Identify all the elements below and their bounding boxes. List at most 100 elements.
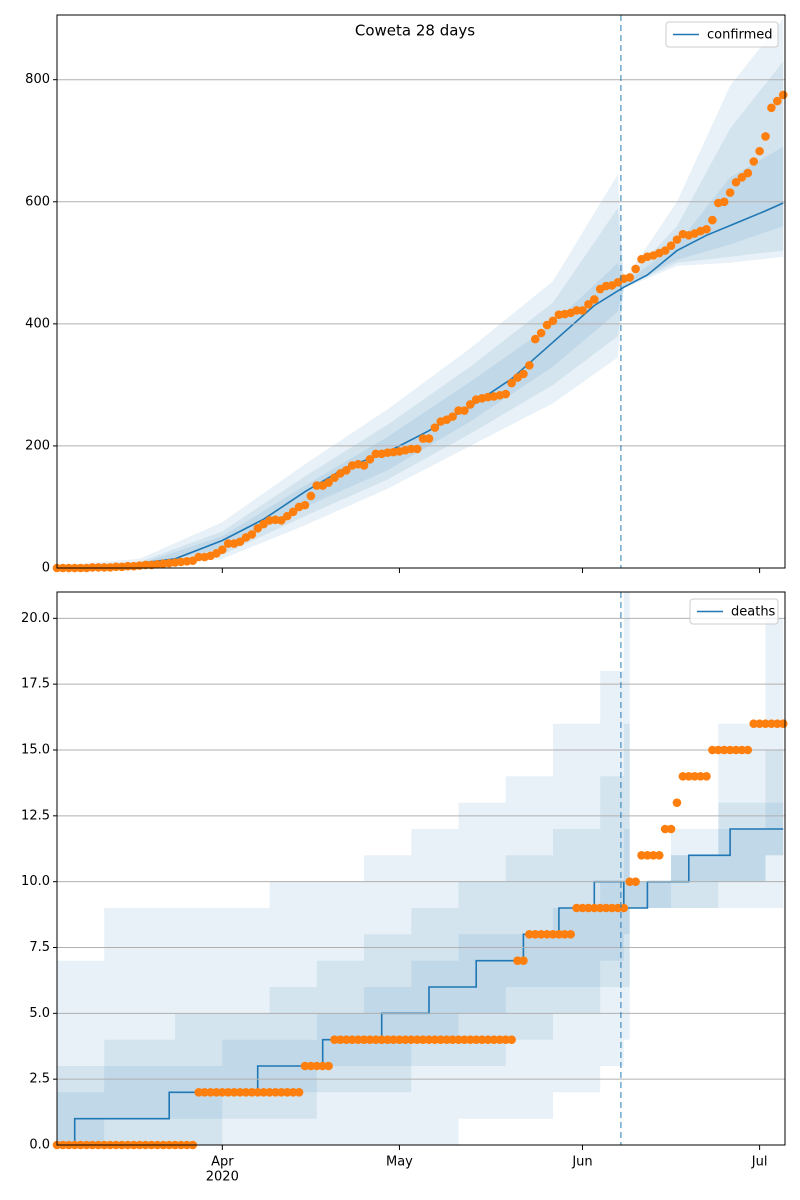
observed-point [99, 563, 109, 572]
y-tick-label: 20.0 [21, 611, 50, 626]
y-tick-label: 7.5 [29, 940, 50, 955]
observed-point [200, 1088, 209, 1097]
observed-point [501, 1035, 511, 1044]
y-tick-label: 12.5 [21, 808, 50, 823]
observed-point [725, 188, 735, 197]
observed-point [418, 1035, 428, 1044]
observed-point [525, 361, 534, 370]
observed-point [412, 444, 422, 454]
observed-point [542, 320, 552, 330]
observed-point [589, 903, 599, 913]
y-tick-label: 400 [25, 316, 50, 331]
model-line [57, 202, 784, 568]
confidence-band [57, 592, 784, 1145]
observed-point [660, 824, 670, 834]
x-tick-label: Jul [751, 1155, 768, 1170]
observed-point [530, 930, 540, 939]
observed-point [288, 507, 298, 517]
observed-point [235, 537, 245, 547]
observed-point [489, 1035, 499, 1044]
observed-point [513, 956, 522, 965]
observed-point [194, 1088, 204, 1097]
observed-point [773, 719, 782, 728]
observed-point [495, 1035, 505, 1044]
observed-point [412, 1035, 422, 1044]
observed-point [578, 306, 587, 315]
observed-point [477, 1035, 487, 1044]
observed-point [448, 412, 457, 421]
observed-point [111, 562, 121, 572]
observed-point [294, 1088, 304, 1097]
observed-point [672, 798, 682, 807]
observed-point [371, 1035, 381, 1044]
observed-point [247, 1088, 257, 1097]
observed-point [259, 1088, 268, 1097]
observed-point [560, 930, 570, 939]
observed-point [554, 930, 564, 939]
observed-point [253, 524, 263, 533]
y-tick-label: 200 [25, 438, 50, 453]
y-tick-label: 17.5 [21, 677, 50, 692]
observed-point [660, 246, 670, 255]
observed-point [507, 378, 516, 388]
observed-point [702, 772, 711, 781]
plot-area [57, 18, 784, 568]
observed-point [206, 1088, 215, 1097]
observed-point [282, 511, 292, 521]
observed-point [371, 449, 381, 459]
axes-frame [56, 14, 786, 569]
observed-point [649, 851, 658, 860]
observed-point [536, 930, 546, 939]
observed-point [536, 328, 546, 338]
observed-point [330, 1035, 339, 1044]
observed-point [702, 224, 711, 234]
observed-point [719, 197, 729, 207]
chart-title: Coweta 28 days [355, 22, 475, 40]
observed-point [347, 1035, 357, 1044]
observed-point [442, 1035, 451, 1044]
confidence-band [57, 776, 784, 1145]
observed-point [241, 1088, 251, 1097]
observed-point [584, 300, 593, 309]
observed-point [424, 1035, 434, 1044]
observed-point [613, 903, 623, 913]
observed-point [265, 1088, 274, 1097]
y-tick-label: 2.5 [29, 1072, 50, 1087]
observed-point [566, 930, 575, 939]
observed-point [88, 563, 97, 572]
observed-point [595, 903, 605, 913]
observed-point [666, 824, 676, 834]
observed-point [212, 1088, 221, 1097]
observed-point [696, 772, 705, 781]
observed-point [637, 851, 646, 860]
observed-point [406, 1035, 416, 1044]
observed-point [719, 745, 729, 755]
observed-point [483, 1035, 493, 1044]
observed-point [253, 1088, 263, 1097]
observed-point [353, 1035, 363, 1044]
observed-point [737, 173, 747, 182]
observed-point [235, 1088, 245, 1097]
observed-point [619, 903, 629, 913]
observed-point [773, 96, 782, 106]
observed-point [306, 1061, 316, 1071]
observed-point [271, 1088, 280, 1097]
observed-point [542, 930, 552, 939]
observed-point [690, 772, 699, 781]
observed-point [601, 903, 611, 913]
y-tick-label: 15.0 [21, 743, 50, 758]
observed-point [418, 434, 428, 443]
observed-point [761, 132, 770, 141]
observed-point [359, 461, 369, 470]
observed-point [406, 444, 416, 454]
y-tick-label: 0.0 [29, 1138, 50, 1153]
observed-point [607, 903, 617, 913]
legend-label: deaths [731, 605, 776, 620]
confidence-band [57, 697, 784, 1145]
observed-point [365, 455, 375, 464]
observed-point [300, 500, 310, 510]
legend-label: confirmed [707, 28, 773, 43]
x-tick-label: Jun [571, 1155, 592, 1170]
observed-point [767, 719, 776, 728]
observed-point [312, 1061, 322, 1071]
